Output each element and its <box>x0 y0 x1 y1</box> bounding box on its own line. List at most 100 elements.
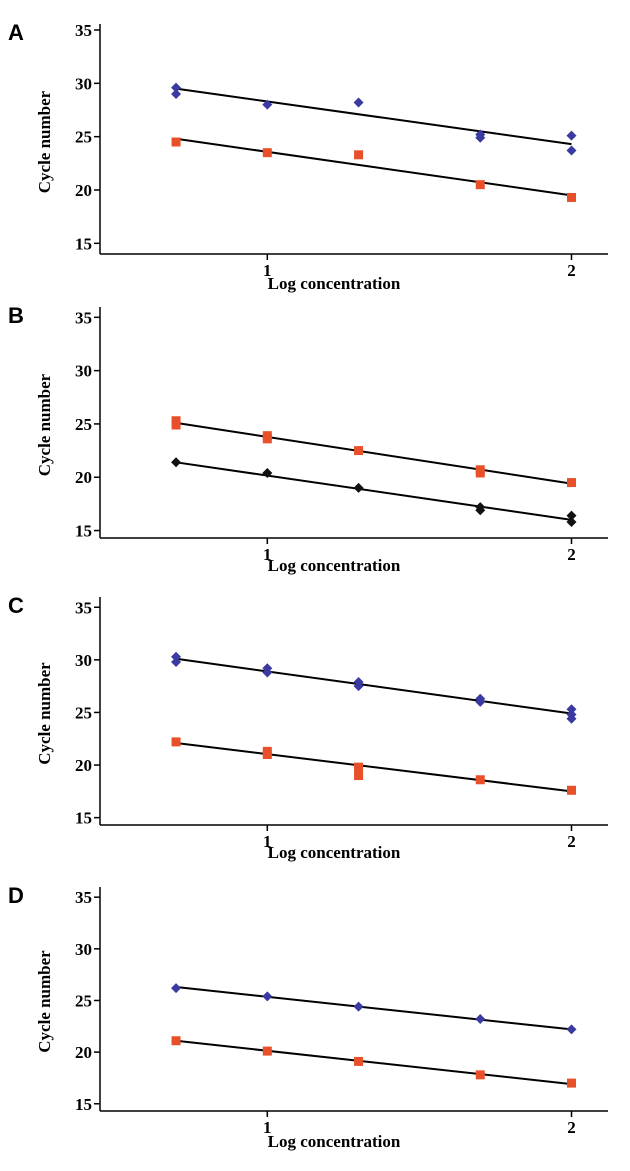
data-point-diamond <box>566 517 577 528</box>
x-tick-label: 2 <box>567 545 576 564</box>
y-axis-label: Cycle number <box>35 662 54 765</box>
data-point-square <box>171 1036 181 1046</box>
panel-c: C 15 20 25 30 35 1 2 Log concentration Cycle num… <box>0 585 630 875</box>
data-point-diamond <box>171 82 182 93</box>
y-tick-label: 20 <box>75 1043 92 1062</box>
data-point-diamond <box>171 89 182 99</box>
x-tick-label: 2 <box>567 832 576 851</box>
data-point-square <box>354 771 364 781</box>
data-point-diamond <box>566 510 577 521</box>
x-tick-label: 2 <box>567 261 576 280</box>
panel-letter: D <box>8 883 24 908</box>
data-point-diamond <box>171 651 182 662</box>
data-point-diamond <box>566 145 577 156</box>
data-point-square <box>475 775 485 785</box>
data-point-square <box>171 737 181 747</box>
y-tick-label: 25 <box>75 703 92 722</box>
data-point-diamond <box>353 1001 364 1012</box>
y-tick-label: 35 <box>75 598 92 617</box>
data-point-square <box>262 434 272 444</box>
data-point-diamond <box>262 467 273 478</box>
fit-line <box>175 137 572 197</box>
data-point-diamond <box>171 983 182 994</box>
data-point-square <box>566 1078 576 1088</box>
fit-line <box>175 657 572 715</box>
x-tick-label: 2 <box>567 1118 576 1137</box>
data-point-square <box>354 446 364 456</box>
y-tick-label: 30 <box>75 362 92 381</box>
x-tick-label: 1 <box>263 1118 272 1137</box>
data-point-square <box>566 785 576 795</box>
y-tick-label: 35 <box>75 21 92 40</box>
y-tick-label: 20 <box>75 181 92 200</box>
chart-b: 15 20 25 30 35 1 2 Log concentration Cycle numbe… <box>35 307 608 575</box>
data-point-diamond <box>262 991 273 1002</box>
panel-letter: C <box>8 593 24 618</box>
x-axis-label: Log concentration <box>268 1132 401 1151</box>
y-tick-label: 15 <box>75 522 92 541</box>
panel-letter: B <box>8 303 24 328</box>
data-point-diamond <box>353 482 364 493</box>
chart-c: 15 20 25 30 35 1 2 Log concentration Cycle numbe… <box>35 597 608 862</box>
fit-line <box>175 461 572 521</box>
fit-line <box>175 741 572 793</box>
y-tick-label: 30 <box>75 74 92 93</box>
data-point-square <box>262 1046 272 1056</box>
data-point-square <box>475 468 485 478</box>
fit-line <box>175 421 572 485</box>
data-point-square <box>566 478 576 488</box>
y-axis-label: Cycle number <box>35 950 54 1053</box>
x-tick-label: 1 <box>263 545 272 564</box>
data-point-diamond <box>171 457 182 468</box>
panel-d: D 15 20 25 30 35 1 2 Log concentration Cycle num… <box>0 875 630 1171</box>
data-point-diamond <box>171 656 182 667</box>
y-tick-label: 35 <box>75 308 92 327</box>
data-point-diamond <box>353 97 364 108</box>
panel-a: A 15 20 25 30 35 1 2 Log concentration Cycle num… <box>0 0 630 295</box>
y-axis-label: Cycle number <box>35 373 54 476</box>
x-axis-label: Log concentration <box>268 274 401 293</box>
y-tick-label: 25 <box>75 128 92 147</box>
y-tick-label: 30 <box>75 940 92 959</box>
data-point-diamond <box>566 704 577 715</box>
data-point-square <box>354 762 364 772</box>
x-tick-label: 1 <box>263 261 272 280</box>
data-point-square <box>475 180 485 190</box>
chart-a: 15 20 25 30 35 1 2 Log concentration Cycle numbe… <box>35 21 608 293</box>
y-tick-label: 15 <box>75 1095 92 1114</box>
data-point-diamond <box>262 99 273 110</box>
data-point-diamond <box>262 667 273 678</box>
data-point-square <box>171 420 181 430</box>
fit-line <box>175 87 572 146</box>
y-tick-label: 15 <box>75 809 92 828</box>
data-point-diamond <box>566 713 577 724</box>
y-tick-label: 35 <box>75 888 92 907</box>
data-point-square <box>262 148 272 158</box>
data-point-diamond <box>566 130 577 141</box>
y-tick-label: 20 <box>75 756 92 775</box>
data-point-square <box>354 150 364 160</box>
data-point-diamond <box>475 1014 486 1025</box>
x-axis-label: Log concentration <box>268 556 401 575</box>
panel-letter: A <box>8 20 24 45</box>
data-point-square <box>171 137 181 147</box>
y-tick-label: 30 <box>75 651 92 670</box>
x-tick-label: 1 <box>263 832 272 851</box>
y-tick-label: 25 <box>75 991 92 1010</box>
data-point-square <box>566 192 576 202</box>
data-point-diamond <box>475 505 486 516</box>
fit-line <box>175 1039 572 1086</box>
data-point-diamond <box>566 1024 577 1035</box>
y-axis-label: Cycle number <box>35 90 54 193</box>
x-axis-label: Log concentration <box>268 843 401 862</box>
data-point-square <box>475 1070 485 1080</box>
data-point-diamond <box>475 132 486 143</box>
data-point-square <box>354 1056 364 1066</box>
y-tick-label: 25 <box>75 415 92 434</box>
y-tick-label: 15 <box>75 234 92 253</box>
data-point-diamond <box>475 696 486 707</box>
data-point-square <box>262 750 272 760</box>
panel-b: B 15 20 25 30 35 1 2 Log concentration Cycle num… <box>0 295 630 585</box>
chart-d: 15 20 25 30 35 1 2 Log concentration Cycle numbe… <box>35 887 608 1151</box>
y-tick-label: 20 <box>75 468 92 487</box>
